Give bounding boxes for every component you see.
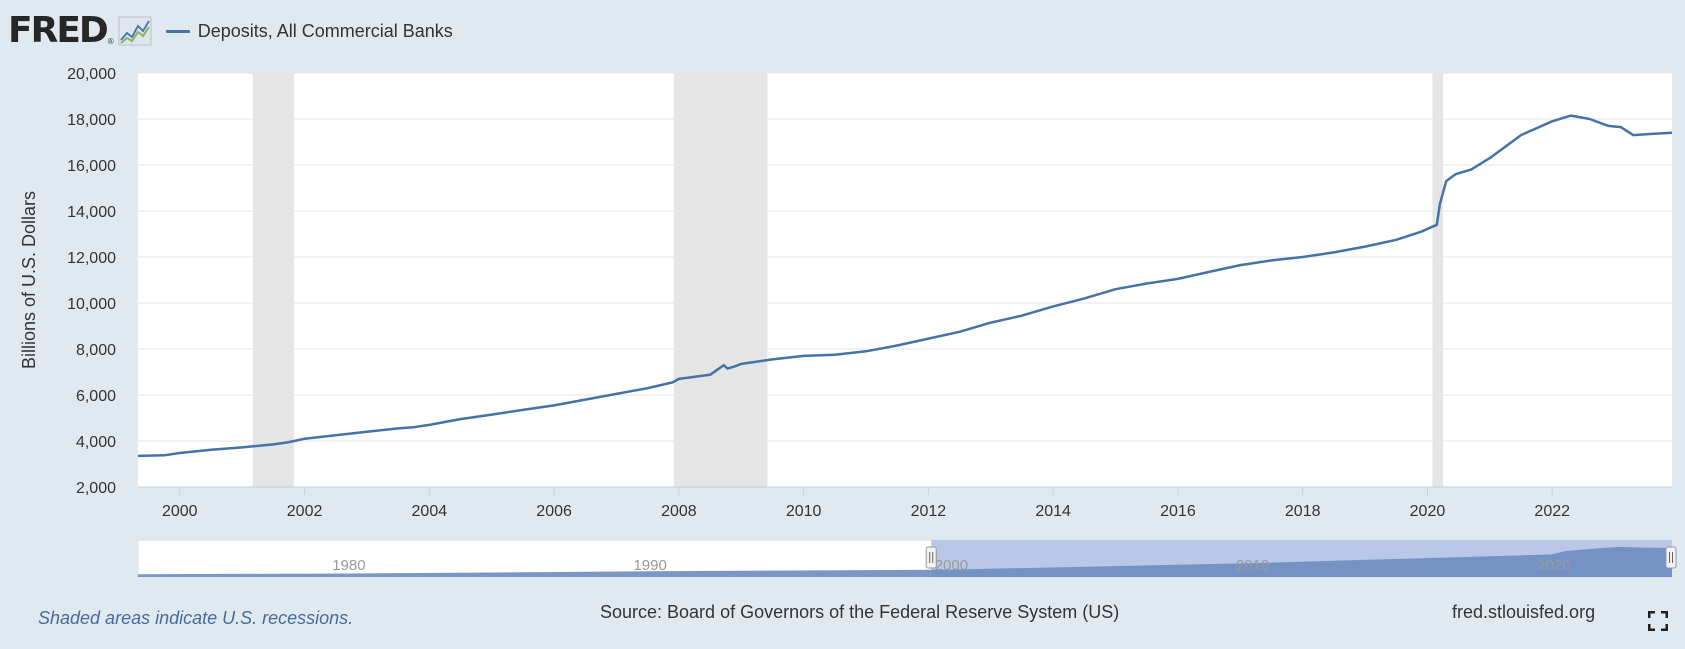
recession-band bbox=[252, 73, 294, 487]
x-tick-label: 2014 bbox=[1035, 503, 1071, 520]
source-text: Source: Board of Governors of the Federa… bbox=[600, 602, 1120, 622]
navigator-label: 1980 bbox=[332, 557, 365, 574]
fred-logo-reg-mark: ® bbox=[107, 37, 114, 46]
y-tick-label: 14,000 bbox=[67, 204, 116, 221]
recession-band bbox=[1432, 73, 1444, 487]
fullscreen-icon[interactable] bbox=[1648, 611, 1668, 631]
navigator-handle-icon[interactable] bbox=[925, 546, 937, 569]
site-link[interactable]: fred.stlouisfed.org bbox=[1452, 602, 1596, 622]
y-tick-label: 8,000 bbox=[76, 342, 116, 359]
x-tick-label: 2000 bbox=[162, 503, 198, 520]
x-tick-label: 2018 bbox=[1285, 503, 1321, 520]
x-tick-label: 2002 bbox=[287, 503, 323, 520]
x-tick-label: 2016 bbox=[1160, 503, 1196, 520]
x-tick-label: 2006 bbox=[536, 503, 572, 520]
legend-label: Deposits, All Commercial Banks bbox=[197, 20, 453, 41]
y-tick-label: 20,000 bbox=[67, 66, 116, 83]
y-tick-label: 6,000 bbox=[76, 388, 116, 405]
legend[interactable]: Deposits, All Commercial Banks bbox=[165, 20, 453, 42]
x-tick-label: 2008 bbox=[661, 503, 697, 520]
x-tick-label: 2010 bbox=[786, 503, 822, 520]
fred-logo[interactable]: FRED bbox=[8, 10, 109, 51]
navigator-handle-icon[interactable] bbox=[1665, 546, 1677, 569]
navigator-label: 2010 bbox=[1236, 557, 1269, 574]
x-tick-label: 2012 bbox=[911, 503, 947, 520]
x-tick-label: 2020 bbox=[1410, 503, 1446, 520]
recession-note: Shaded areas indicate U.S. recessions. bbox=[38, 608, 354, 628]
x-tick-label: 2022 bbox=[1534, 503, 1570, 520]
navigator-series-area bbox=[138, 546, 1672, 577]
series-line bbox=[137, 114, 1673, 458]
header: FRED ® Deposits, All Commercial Banks bbox=[8, 10, 453, 52]
x-tick-label: 2004 bbox=[412, 503, 448, 520]
navigator-label: 1990 bbox=[633, 557, 666, 574]
navigator-label: 2000 bbox=[935, 557, 968, 574]
y-tick-label: 2,000 bbox=[76, 480, 116, 497]
recession-band bbox=[673, 73, 768, 487]
plot-area bbox=[138, 73, 1672, 487]
y-tick-label: 18,000 bbox=[67, 112, 116, 129]
fred-chart-icon bbox=[118, 16, 152, 46]
legend-swatch bbox=[165, 29, 190, 33]
y-tick-label: 12,000 bbox=[67, 250, 116, 267]
navigator-label: 2020 bbox=[1537, 557, 1570, 574]
y-tick-label: 16,000 bbox=[67, 158, 116, 175]
y-tick-label: 4,000 bbox=[76, 434, 116, 451]
y-tick-label: 10,000 bbox=[67, 296, 116, 313]
y-axis-label: Billions of U.S. Dollars bbox=[19, 191, 39, 369]
